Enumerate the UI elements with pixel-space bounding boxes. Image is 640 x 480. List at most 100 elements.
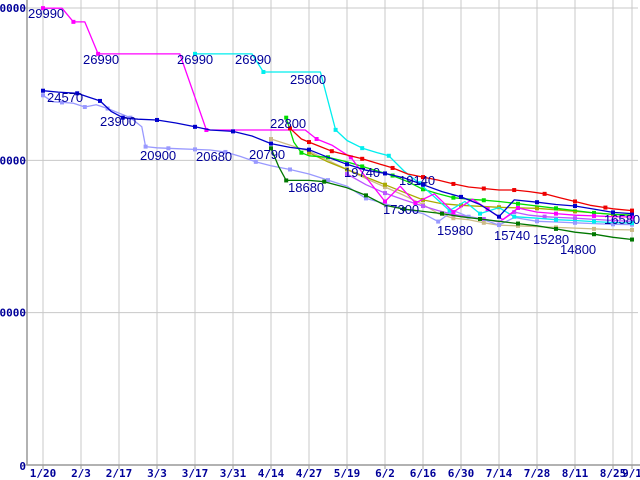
data-point-marker [413, 200, 418, 205]
data-point-marker [481, 220, 486, 225]
data-point-marker [630, 221, 634, 226]
data-point-marker [497, 214, 501, 219]
data-point-marker [630, 227, 634, 232]
data-point-marker [573, 216, 577, 221]
data-point-marker [440, 211, 444, 216]
data-point-marker [554, 217, 558, 222]
data-point-marker [261, 69, 266, 74]
data-point-marker [512, 188, 517, 193]
x-tick-label: 9/1 [622, 467, 640, 480]
data-point-marker [193, 51, 197, 56]
data-point-marker [348, 155, 353, 160]
data-point-marker [451, 210, 456, 215]
data-point-marker [96, 51, 101, 56]
price-label: 26990 [177, 52, 213, 67]
data-point-marker [166, 146, 171, 151]
x-tick-label: 6/30 [448, 467, 475, 480]
data-point-marker [204, 128, 209, 133]
data-point-marker [554, 211, 558, 216]
series-line-shop-green [285, 117, 633, 216]
data-point-marker [71, 19, 76, 24]
data-point-marker [447, 208, 452, 213]
data-point-marker [554, 206, 558, 211]
data-point-marker [143, 144, 148, 149]
data-point-marker [630, 211, 634, 216]
data-point-marker [329, 149, 334, 154]
data-point-marker [516, 201, 520, 206]
data-point-marker [592, 219, 596, 224]
data-point-marker [542, 214, 547, 219]
data-point-marker [512, 210, 517, 215]
y-tick-label: 20000 [0, 154, 26, 167]
data-point-marker [333, 127, 338, 132]
data-point-marker [360, 164, 365, 169]
x-tick-label: 2/17 [106, 467, 133, 480]
price-label: 14800 [560, 242, 596, 257]
data-point-marker [516, 206, 520, 211]
price-label: 19740 [344, 165, 380, 180]
price-label: 24570 [47, 90, 83, 105]
data-point-marker [383, 184, 387, 189]
price-labels: 29990 26990 26990 26990 25800 24570 23900 20900… [28, 6, 640, 257]
y-tick-label: 0 [19, 460, 26, 473]
data-point-marker [288, 126, 292, 131]
data-point-marker [554, 226, 558, 231]
data-point-marker [611, 222, 615, 227]
y-tick-label: 10000 [0, 307, 26, 320]
data-point-marker [41, 93, 45, 98]
data-point-marker [478, 211, 482, 216]
data-point-marker [193, 124, 197, 129]
data-point-marker [535, 206, 539, 211]
data-point-marker [611, 218, 615, 223]
data-point-marker [269, 146, 273, 151]
data-point-marker [451, 195, 456, 200]
data-point-marker [364, 196, 368, 201]
data-point-marker [120, 115, 125, 120]
data-point-marker [535, 200, 539, 205]
data-point-marker [421, 175, 425, 180]
series-line-shop-blue [42, 90, 633, 218]
data-point-marker [592, 213, 596, 218]
x-tick-label: 3/3 [147, 467, 167, 480]
data-point-marker [478, 216, 482, 221]
data-point-marker [542, 191, 547, 196]
data-point-marker [516, 221, 520, 226]
data-point-marker [345, 167, 349, 172]
data-point-marker [436, 219, 441, 224]
data-point-marker [345, 172, 349, 177]
data-point-marker [360, 156, 365, 161]
price-label: 16580 [604, 212, 640, 227]
data-point-marker [269, 141, 273, 146]
data-point-marker [98, 98, 102, 103]
price-label: 19140 [399, 173, 435, 188]
data-point-marker [611, 210, 615, 215]
data-point-marker [193, 147, 197, 152]
price-label: 25800 [290, 72, 326, 87]
series-line-shop-cyan [195, 53, 633, 224]
data-point-marker [603, 205, 608, 210]
data-point-marker [383, 171, 387, 176]
x-tick-label: 8/11 [562, 467, 589, 480]
x-tick-label: 7/28 [524, 467, 551, 480]
data-point-marker [231, 129, 235, 134]
price-label: 20900 [140, 148, 176, 163]
data-point-marker [75, 91, 80, 96]
data-point-marker [284, 178, 289, 183]
data-point-marker [573, 220, 577, 225]
series-lines [41, 6, 634, 242]
x-tick-label: 4/14 [258, 467, 285, 480]
data-point-marker [516, 223, 520, 228]
x-tick-label: 3/31 [220, 467, 247, 480]
x-tick-label: 3/17 [182, 467, 209, 480]
x-tick-label: 8/25 [600, 467, 627, 480]
data-point-marker [326, 178, 330, 183]
x-tick-label: 7/14 [486, 467, 513, 480]
price-label: 23900 [100, 114, 136, 129]
data-point-marker [223, 149, 228, 154]
price-label: 20790 [249, 147, 285, 162]
data-point-marker [481, 198, 486, 203]
axes [23, 0, 640, 469]
price-label: 18680 [288, 180, 324, 195]
